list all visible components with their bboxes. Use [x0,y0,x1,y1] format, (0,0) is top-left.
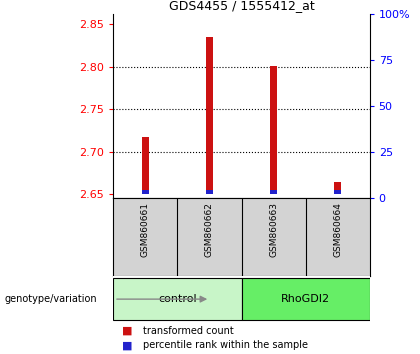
Bar [270,190,277,194]
Bar [334,190,341,194]
Bar [334,182,341,194]
Bar [270,66,277,194]
Bar [113,278,241,320]
Text: transformed count: transformed count [143,326,234,336]
Bar [206,190,213,194]
Text: RhoGDI2: RhoGDI2 [281,294,330,304]
Bar [142,137,149,194]
Title: GDS4455 / 1555412_at: GDS4455 / 1555412_at [168,0,315,12]
Text: GSM860662: GSM860662 [205,202,214,257]
Text: ■: ■ [122,326,132,336]
Text: percentile rank within the sample: percentile rank within the sample [143,340,308,350]
Bar [142,190,149,194]
Bar [206,37,213,194]
Text: genotype/variation: genotype/variation [4,294,97,304]
Text: control: control [158,294,197,304]
Text: GSM860661: GSM860661 [141,202,150,257]
Text: GSM860664: GSM860664 [333,202,342,257]
Bar [241,278,370,320]
Text: ■: ■ [122,340,132,350]
Text: GSM860663: GSM860663 [269,202,278,257]
